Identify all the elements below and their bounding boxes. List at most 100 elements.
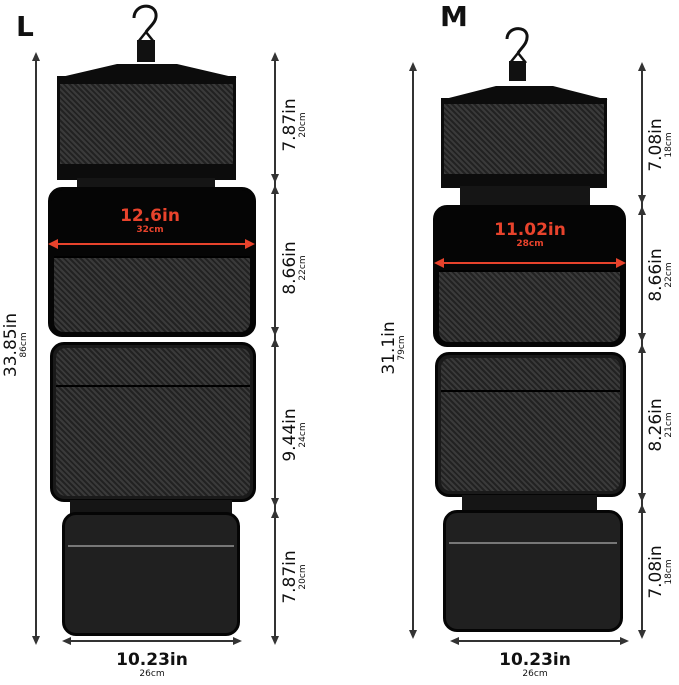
arrow-down-icon (270, 327, 279, 336)
inner-width-cm: 28cm (516, 239, 544, 249)
arrow-down-icon (270, 636, 279, 645)
section-cm: 22cm (664, 262, 674, 288)
total-length-cm: 79cm (397, 335, 407, 361)
bag-l-inner-width-label: 12.6in 32cm (120, 208, 180, 235)
inner-width-in: 11.02in (494, 220, 566, 240)
bag-m-section-2-label: 8.66in 22cm (646, 248, 674, 302)
section-cm: 21cm (664, 412, 674, 438)
arrow-right-icon (245, 239, 255, 249)
bag-m-zipper (449, 542, 617, 544)
bag-m-top-flap-cap (441, 86, 608, 100)
bag-l-total-length-line (35, 58, 37, 638)
bag-l-section-1-label: 7.87in 20cm (280, 98, 308, 152)
section-in: 7.87in (280, 550, 300, 604)
arrow-left-icon (48, 239, 58, 249)
bag-m-panel-4 (443, 510, 623, 632)
bottom-width-in: 10.23in (116, 650, 188, 670)
arrow-down-icon (31, 636, 40, 645)
bag-m-section-3-label: 8.26in 21cm (646, 398, 674, 452)
arrow-up-icon (270, 52, 279, 61)
bag-m-section-4-label: 7.08in 18cm (646, 545, 674, 599)
arrow-left-icon (434, 258, 444, 268)
arrow-up-icon (637, 504, 646, 513)
section-in: 7.87in (280, 98, 300, 152)
bag-l-top-flap-cap (57, 64, 237, 78)
arrow-down-icon (270, 174, 279, 183)
total-length-cm: 86cm (19, 332, 29, 358)
bag-l-zipper (54, 256, 250, 258)
bag-m-zipper (441, 390, 620, 392)
bag-m-bottom-width-line (456, 640, 622, 642)
bag-m-section-1-label: 7.08in 18cm (646, 118, 674, 172)
size-label-m: M (440, 0, 468, 33)
size-label-l: L (16, 10, 34, 43)
bag-m-total-length-line (412, 68, 414, 636)
arrow-down-icon (270, 498, 279, 507)
arrow-down-icon (637, 630, 646, 639)
bag-l-panel-3-mesh (56, 348, 250, 496)
arrow-up-icon (408, 62, 417, 71)
section-in: 7.08in (646, 545, 666, 599)
bag-l-total-length-label: 33.85in 86cm (1, 312, 29, 378)
inner-width-cm: 32cm (136, 225, 164, 235)
bag-m-zipper (439, 270, 620, 272)
bag-m-top-mesh (444, 104, 604, 174)
arrow-right-icon (620, 636, 629, 645)
total-length-in: 33.85in (1, 312, 21, 378)
bag-l-inner-width-line (55, 243, 247, 245)
inner-width-in: 12.6in (120, 206, 180, 226)
section-cm: 18cm (664, 559, 674, 585)
section-in: 8.66in (280, 241, 300, 295)
arrow-up-icon (270, 509, 279, 518)
section-in: 7.08in (646, 118, 666, 172)
arrow-down-icon (637, 333, 646, 342)
section-cm: 20cm (298, 564, 308, 590)
bottom-width-cm: 26cm (139, 669, 165, 679)
section-in: 8.26in (646, 398, 666, 452)
arrow-up-icon (31, 52, 40, 61)
bottom-width-cm: 26cm (522, 669, 548, 679)
bag-l-top-mesh (60, 84, 233, 164)
hanger-hook-icon (132, 4, 158, 62)
arrow-up-icon (270, 338, 279, 347)
bag-l-connector (70, 500, 232, 514)
bag-l-zipper (68, 545, 234, 547)
bottom-width-in: 10.23in (499, 650, 571, 670)
total-length-in: 31.1in (379, 321, 399, 375)
arrow-up-icon (637, 62, 646, 71)
arrow-up-icon (637, 344, 646, 353)
arrow-right-icon (233, 636, 242, 645)
section-cm: 18cm (664, 132, 674, 158)
arrow-up-icon (637, 206, 646, 215)
bag-l-zipper (56, 385, 250, 387)
bag-m-bottom-width-label: 10.23in 26cm (499, 652, 571, 679)
section-cm: 24cm (298, 422, 308, 448)
bag-l-bottom-width-label: 10.23in 26cm (116, 652, 188, 679)
bag-m-inner-width-line (442, 262, 618, 264)
arrow-down-icon (637, 493, 646, 502)
section-in: 9.44in (280, 408, 300, 462)
bag-l-panel-2-mesh (54, 258, 250, 332)
bag-m-inner-width-label: 11.02in 28cm (494, 222, 566, 249)
bag-m-connector (460, 186, 590, 208)
arrow-left-icon (450, 636, 459, 645)
hanger-hook-icon (505, 27, 529, 81)
bag-l-section-3-label: 9.44in 24cm (280, 408, 308, 462)
arrow-right-icon (616, 258, 626, 268)
section-in: 8.66in (646, 248, 666, 302)
section-cm: 22cm (298, 255, 308, 281)
bag-m-total-length-label: 31.1in 79cm (379, 321, 407, 375)
bag-m-connector (462, 495, 597, 513)
bag-m-panel-2-mesh (439, 272, 620, 342)
section-cm: 20cm (298, 112, 308, 138)
bag-l-sections-line (274, 58, 276, 638)
bag-l-bottom-width-line (68, 640, 234, 642)
arrow-down-icon (408, 630, 417, 639)
bag-l-section-4-label: 7.87in 20cm (280, 550, 308, 604)
arrow-left-icon (62, 636, 71, 645)
bag-l-section-2-label: 8.66in 22cm (280, 241, 308, 295)
arrow-down-icon (637, 195, 646, 204)
bag-l-panel-4 (62, 512, 240, 636)
arrow-up-icon (270, 185, 279, 194)
